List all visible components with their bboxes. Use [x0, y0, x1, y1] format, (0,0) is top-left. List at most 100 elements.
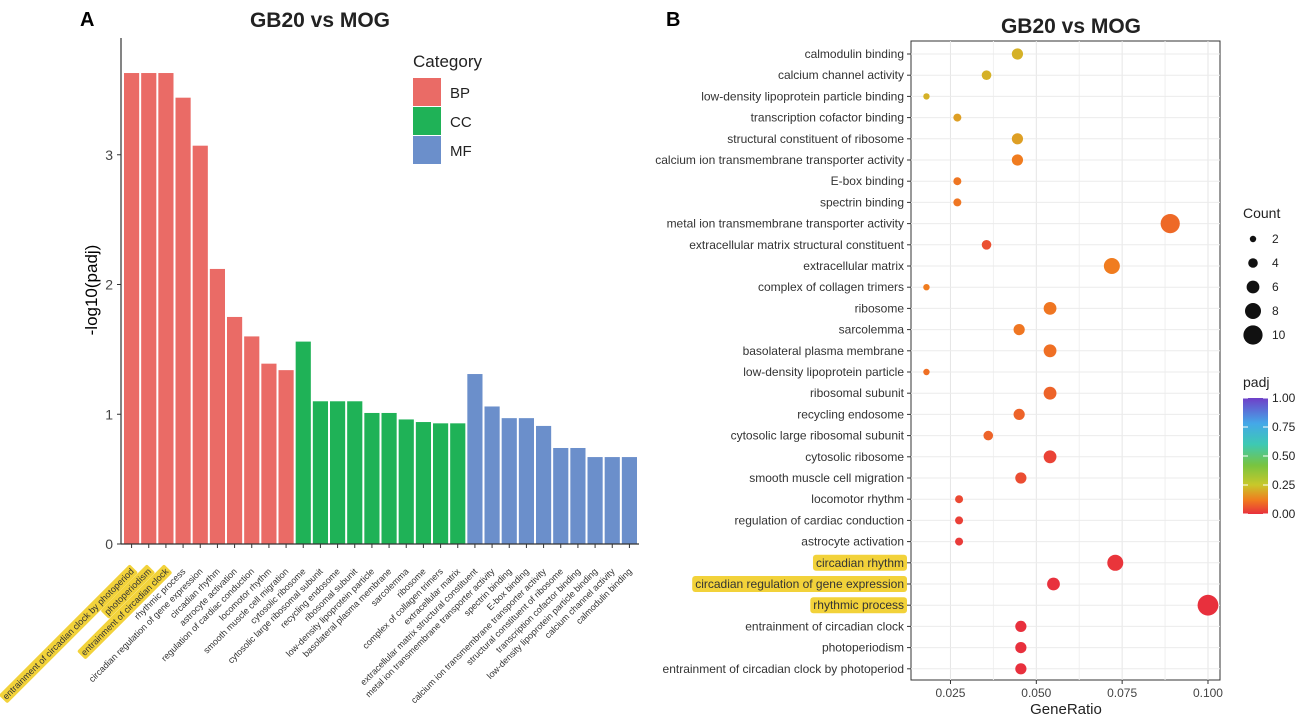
- dot: [1197, 594, 1219, 616]
- count-legend-title: Count: [1243, 205, 1280, 221]
- panel-a: A GB20 vs MOG -log10(padj) 0 1 2 3 entrainm…: [0, 9, 639, 705]
- term-labels: calmodulin binding calcium channel activi…: [655, 47, 911, 676]
- term-label-highlight: [692, 576, 907, 592]
- bar: [518, 418, 534, 544]
- x-tick-label-group: entrainment of circadian clock by photop…: [0, 565, 138, 703]
- dot: [1043, 344, 1057, 358]
- dot: [1103, 258, 1120, 274]
- padj-tick-label: 0.75: [1272, 420, 1296, 434]
- bar: [587, 457, 603, 544]
- bar: [330, 401, 346, 544]
- count-legend-dot: [1243, 325, 1263, 345]
- bar: [261, 363, 277, 544]
- y-tick-label: 0: [105, 536, 113, 552]
- panel-a-y-axis-label: -log10(padj): [82, 245, 101, 336]
- dot: [955, 537, 964, 546]
- term-label-highlight: [810, 597, 907, 614]
- dot: [1015, 620, 1027, 633]
- term-label: structural constituent of ribosome: [727, 132, 904, 146]
- x-tick-label-highlight: [101, 565, 155, 619]
- category-legend: Category BP CC MF: [413, 52, 482, 164]
- panel-a-title: GB20 vs MOG: [250, 9, 390, 32]
- bar: [536, 425, 552, 544]
- term-label: ribosomal subunit: [810, 386, 905, 400]
- legend-label-bp: BP: [450, 85, 470, 102]
- dot: [1011, 154, 1024, 166]
- bar: [501, 418, 517, 544]
- term-label: regulation of cardiac conduction: [735, 513, 904, 527]
- bar: [312, 401, 328, 544]
- bar: [124, 73, 140, 545]
- bar: [209, 268, 225, 544]
- term-label: astrocyte activation: [801, 535, 904, 549]
- dot: [983, 430, 994, 441]
- bar: [484, 406, 500, 544]
- x-tick-label: entrainment of circadian clock by photop…: [1, 566, 136, 701]
- legend-swatch-bp: [413, 78, 441, 106]
- bar: [570, 447, 586, 544]
- dot: [981, 240, 992, 250]
- x-tick-label-highlight: [0, 565, 138, 703]
- bar: [621, 457, 637, 544]
- term-label: low-density lipoprotein particle: [743, 365, 904, 379]
- bar: [415, 422, 431, 544]
- dot: [955, 516, 964, 525]
- legend-swatch-cc: [413, 107, 441, 135]
- dot: [1013, 324, 1025, 336]
- bar: [450, 423, 466, 544]
- dot: [923, 93, 930, 100]
- term-label: basolateral plasma membrane: [743, 344, 905, 358]
- term-label: cytosolic large ribosomal subunit: [731, 429, 905, 443]
- x-tick-label: 0.075: [1107, 686, 1137, 700]
- panel-a-label: A: [80, 9, 94, 31]
- term-label: recycling endosome: [797, 407, 904, 421]
- bar: [398, 419, 414, 544]
- legend-label-mf: MF: [450, 143, 472, 160]
- y-tick-label: 3: [105, 147, 113, 163]
- count-legend-dot: [1246, 280, 1260, 294]
- padj-tick-label: 0.25: [1272, 478, 1296, 492]
- x-tick-label: 0.025: [935, 686, 965, 700]
- bar: [244, 336, 260, 544]
- term-label: extracellular matrix structural constitu…: [689, 238, 904, 252]
- count-legend-label: 8: [1272, 304, 1279, 318]
- x-tick-label: 0.100: [1193, 686, 1223, 700]
- bar: [295, 341, 311, 544]
- term-label: metal ion transmembrane transporter acti…: [667, 217, 904, 231]
- panel-b-title: GB20 vs MOG: [1001, 15, 1141, 38]
- term-label: calcium channel activity: [778, 68, 904, 82]
- term-label: cytosolic ribosome: [805, 450, 904, 464]
- dot-series: [923, 48, 1219, 675]
- bar: [604, 457, 620, 544]
- term-label: rhythmic process: [813, 598, 904, 612]
- dot: [955, 495, 964, 504]
- panel-a-axes: 0 1 2 3: [105, 38, 639, 552]
- dot: [1011, 48, 1024, 60]
- category-legend-items: BP CC MF: [413, 78, 472, 164]
- count-legend-label: 6: [1272, 280, 1279, 294]
- padj-legend: padj 0.00 0.25 0.50 0.75 1.00: [1243, 374, 1296, 521]
- panel-b-x-axis-label: GeneRatio: [1030, 701, 1102, 718]
- bar: [467, 374, 483, 544]
- term-label: entrainment of circadian clock: [745, 619, 905, 633]
- count-legend-items: 2 4 6 8 10: [1243, 232, 1286, 345]
- term-label: circadian regulation of gene expression: [695, 577, 904, 591]
- panel-b-label: B: [666, 9, 680, 31]
- plot-panel: [910, 40, 1221, 681]
- term-label: photoperiodism: [822, 641, 904, 655]
- count-legend: Count 2 4 6 8 10: [1243, 205, 1286, 345]
- category-legend-title: Category: [413, 52, 482, 71]
- dot: [1047, 577, 1060, 591]
- padj-tick-label: 0.50: [1272, 449, 1296, 463]
- term-label: sarcolemma: [839, 323, 905, 337]
- term-label: transcription cofactor binding: [751, 111, 904, 125]
- term-label: ribosome: [855, 301, 905, 315]
- dot: [953, 198, 962, 207]
- padj-tick-label: 0.00: [1272, 507, 1296, 521]
- dot: [1011, 133, 1024, 145]
- term-label-highlight: [812, 554, 907, 571]
- panel-b-x-axis: 0.025 0.050 0.075 0.100: [935, 680, 1223, 700]
- count-legend-label: 4: [1272, 256, 1279, 270]
- padj-legend-title: padj: [1243, 374, 1269, 390]
